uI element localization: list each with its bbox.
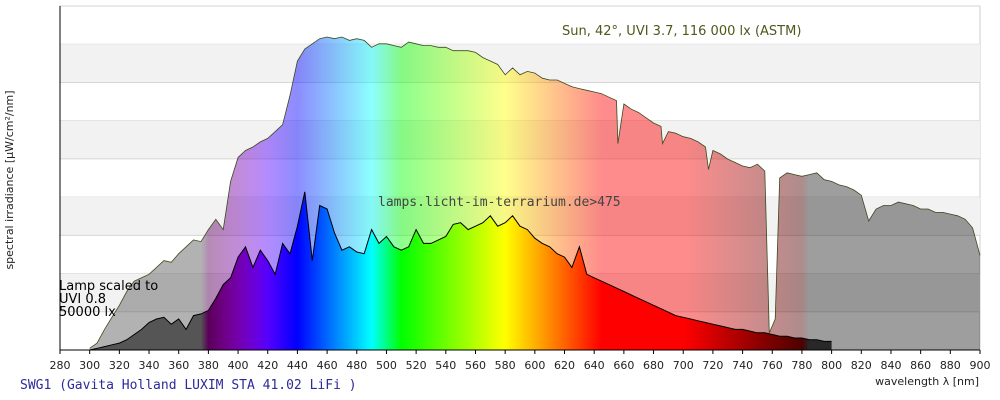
x-tick-label: 600 <box>524 359 545 372</box>
sun-annotation: Sun, 42°, UVI 3.7, 116 000 lx (ASTM) <box>562 24 801 39</box>
x-tick-label: 560 <box>465 359 486 372</box>
lamp-annotation: Lamp scaled to UVI 0.8 50000 lx <box>59 279 158 320</box>
x-axis-label: wavelength λ [nm] <box>875 375 979 388</box>
x-tick-label: 360 <box>168 359 189 372</box>
lamp-annotation-line-2: UVI 0.8 <box>59 292 106 307</box>
lamp-annotation-line-1: Lamp scaled to <box>59 279 158 294</box>
lamp-name-footer: SWG1 (Gavita Holland LUXIM STA 41.02 LiF… <box>20 378 357 393</box>
x-tick-label: 520 <box>406 359 427 372</box>
x-tick-label: 340 <box>139 359 160 372</box>
x-tick-label: 620 <box>554 359 575 372</box>
x-tick-label: 780 <box>791 359 812 372</box>
x-tick-label: 380 <box>198 359 219 372</box>
x-tick-label: 700 <box>673 359 694 372</box>
x-tick-label: 900 <box>970 359 991 372</box>
sun-spectrum-line <box>89 36 981 349</box>
x-tick-label: 820 <box>851 359 872 372</box>
x-tick-label: 320 <box>109 359 130 372</box>
x-tick-label: 720 <box>702 359 723 372</box>
x-tick-label: 840 <box>880 359 901 372</box>
x-tick-label: 300 <box>79 359 100 372</box>
x-tick-label: 540 <box>435 359 456 372</box>
x-tick-label: 420 <box>257 359 278 372</box>
x-tick-label: 860 <box>910 359 931 372</box>
x-tick-label: 500 <box>376 359 397 372</box>
x-tick-label: 640 <box>584 359 605 372</box>
x-tick-label: 680 <box>643 359 664 372</box>
x-tick-label: 460 <box>317 359 338 372</box>
x-axis: 280 300 320 340 360 380 400 420 440 460 480 500 520 5… <box>50 349 991 372</box>
x-tick-label: 480 <box>346 359 367 372</box>
x-tick-label: 580 <box>495 359 516 372</box>
x-tick-label: 280 <box>50 359 71 372</box>
x-tick-label: 800 <box>821 359 842 372</box>
y-axis-label: spectral irradiance [µW/cm²/nm] <box>3 90 16 269</box>
lamp-annotation-line-3: 50000 lx <box>59 305 116 320</box>
x-tick-label: 400 <box>228 359 249 372</box>
lamp-spectrum-line <box>89 191 832 351</box>
x-tick-label: 740 <box>732 359 753 372</box>
x-tick-label: 660 <box>613 359 634 372</box>
x-tick-label: 440 <box>287 359 308 372</box>
x-tick-label: 760 <box>762 359 783 372</box>
watermark: lamps.licht-im-terrarium.de>475 <box>378 195 621 210</box>
x-tick-label: 880 <box>940 359 961 372</box>
